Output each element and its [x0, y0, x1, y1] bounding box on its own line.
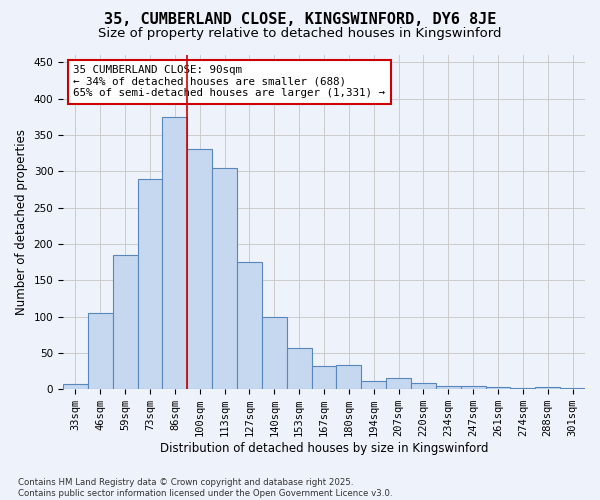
- Bar: [337, 365, 361, 389]
- Bar: [436, 386, 461, 389]
- Bar: [511, 388, 535, 389]
- Bar: [386, 378, 411, 389]
- Bar: [311, 366, 337, 389]
- Bar: [237, 262, 262, 389]
- Bar: [163, 117, 187, 389]
- Bar: [137, 178, 163, 389]
- Text: 35, CUMBERLAND CLOSE, KINGSWINFORD, DY6 8JE: 35, CUMBERLAND CLOSE, KINGSWINFORD, DY6 …: [104, 12, 496, 28]
- Text: 35 CUMBERLAND CLOSE: 90sqm
← 34% of detached houses are smaller (688)
65% of sem: 35 CUMBERLAND CLOSE: 90sqm ← 34% of deta…: [73, 65, 385, 98]
- Bar: [212, 168, 237, 389]
- Bar: [287, 348, 311, 389]
- Bar: [63, 384, 88, 389]
- Bar: [262, 316, 287, 389]
- Bar: [485, 387, 511, 389]
- Bar: [560, 388, 585, 389]
- Text: Contains HM Land Registry data © Crown copyright and database right 2025.
Contai: Contains HM Land Registry data © Crown c…: [18, 478, 392, 498]
- Bar: [88, 313, 113, 389]
- Y-axis label: Number of detached properties: Number of detached properties: [15, 129, 28, 315]
- Bar: [361, 380, 386, 389]
- X-axis label: Distribution of detached houses by size in Kingswinford: Distribution of detached houses by size …: [160, 442, 488, 455]
- Bar: [187, 150, 212, 389]
- Text: Size of property relative to detached houses in Kingswinford: Size of property relative to detached ho…: [98, 28, 502, 40]
- Bar: [113, 255, 137, 389]
- Bar: [411, 384, 436, 389]
- Bar: [535, 387, 560, 389]
- Bar: [461, 386, 485, 389]
